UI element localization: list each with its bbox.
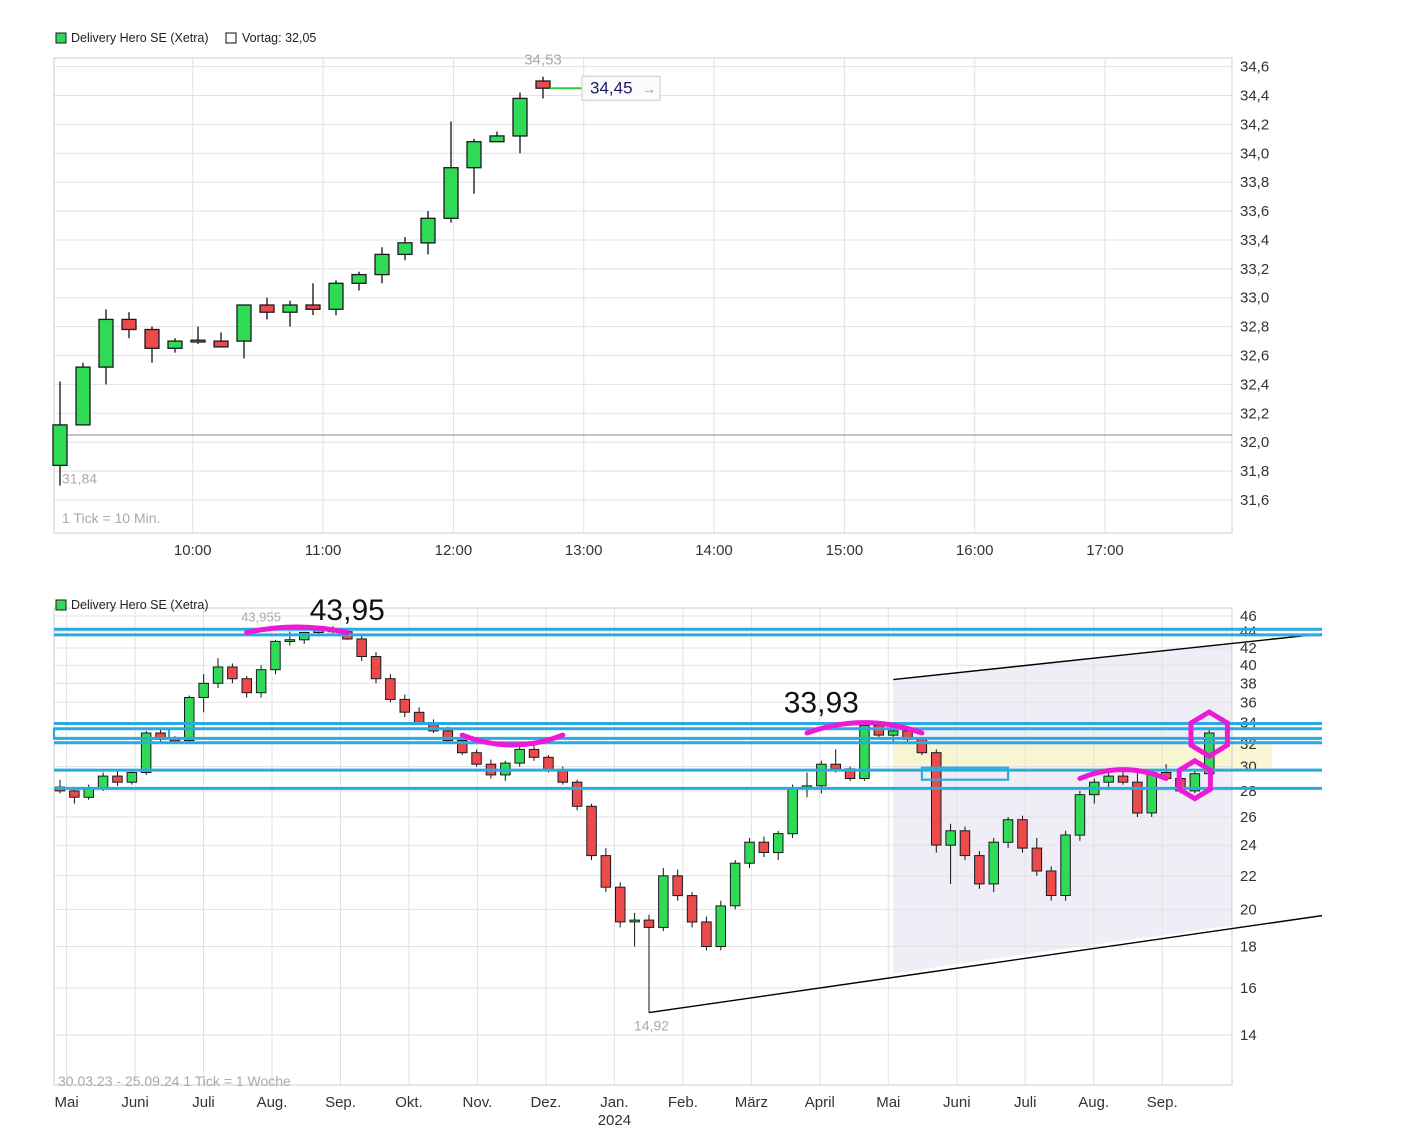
svg-text:Mai: Mai [876,1094,900,1111]
svg-text:33,4: 33,4 [1240,232,1269,249]
svg-text:Dez.: Dez. [530,1094,561,1111]
svg-text:34,4: 34,4 [1240,88,1269,105]
svg-text:26: 26 [1240,809,1257,826]
svg-text:43,955: 43,955 [241,609,281,624]
svg-text:33,8: 33,8 [1240,174,1269,191]
svg-text:Delivery Hero SE (Xetra): Delivery Hero SE (Xetra) [71,31,209,45]
svg-text:Mai: Mai [55,1094,79,1111]
svg-text:Feb.: Feb. [668,1094,698,1111]
svg-text:32,8: 32,8 [1240,319,1269,336]
svg-text:Juni: Juni [121,1094,149,1111]
svg-text:10:00: 10:00 [174,542,212,559]
svg-text:38: 38 [1240,675,1257,692]
svg-text:33,6: 33,6 [1240,203,1269,220]
svg-text:März: März [735,1094,768,1111]
svg-text:40: 40 [1240,657,1257,674]
svg-text:31,8: 31,8 [1240,463,1269,480]
svg-text:32,2: 32,2 [1240,405,1269,422]
svg-text:Nov.: Nov. [463,1094,493,1111]
svg-text:Sep.: Sep. [1147,1094,1178,1111]
svg-text:20: 20 [1240,901,1257,918]
svg-text:32,4: 32,4 [1240,376,1269,393]
svg-text:33,0: 33,0 [1240,290,1269,307]
svg-text:31,84: 31,84 [62,470,97,486]
svg-text:32,6: 32,6 [1240,348,1269,365]
svg-text:34,6: 34,6 [1240,59,1269,76]
svg-text:33,2: 33,2 [1240,261,1269,278]
svg-text:34,2: 34,2 [1240,116,1269,133]
svg-text:43,95: 43,95 [310,594,385,627]
svg-text:32,0: 32,0 [1240,434,1269,451]
svg-text:13:00: 13:00 [565,542,603,559]
svg-text:Sep.: Sep. [325,1094,356,1111]
svg-text:46: 46 [1240,608,1257,625]
svg-text:Delivery Hero SE (Xetra): Delivery Hero SE (Xetra) [71,598,209,612]
svg-text:36: 36 [1240,694,1257,711]
svg-text:30.03.23 - 25.09.24 1 Tick =: 30.03.23 - 25.09.24 1 Tick = 1 Woche [58,1073,291,1089]
svg-text:11:00: 11:00 [305,542,341,559]
svg-text:16:00: 16:00 [956,542,994,559]
svg-text:34,45: 34,45 [590,78,633,97]
svg-text:Aug.: Aug. [257,1094,288,1111]
svg-text:34,53: 34,53 [524,52,562,69]
svg-text:Jan.: Jan. [600,1094,628,1111]
svg-text:34,0: 34,0 [1240,145,1269,162]
svg-text:24: 24 [1240,837,1257,854]
svg-text:Okt.: Okt. [395,1094,423,1111]
svg-text:Juni: Juni [943,1094,971,1111]
svg-text:1 Tick = 10 Min.: 1 Tick = 10 Min. [62,510,160,526]
svg-text:12:00: 12:00 [435,542,473,559]
svg-text:33,93: 33,93 [784,686,859,719]
svg-text:2024: 2024 [598,1112,631,1129]
svg-text:15:00: 15:00 [826,542,864,559]
svg-text:Aug.: Aug. [1078,1094,1109,1111]
svg-text:16: 16 [1240,980,1257,997]
svg-text:31,6: 31,6 [1240,492,1269,509]
svg-text:Vortag: 32,05: Vortag: 32,05 [242,31,316,45]
svg-text:28: 28 [1240,783,1257,800]
svg-text:44: 44 [1240,624,1257,641]
svg-text:Juli: Juli [1014,1094,1037,1111]
svg-text:14:00: 14:00 [695,542,733,559]
svg-text:Juli: Juli [192,1094,215,1111]
svg-text:14,92: 14,92 [634,1018,669,1034]
svg-text:30: 30 [1240,759,1257,776]
svg-text:22: 22 [1240,868,1257,885]
svg-text:April: April [805,1094,835,1111]
svg-text:→: → [642,80,656,96]
svg-text:17:00: 17:00 [1086,542,1124,559]
svg-text:18: 18 [1240,939,1257,956]
svg-text:14: 14 [1240,1027,1257,1044]
